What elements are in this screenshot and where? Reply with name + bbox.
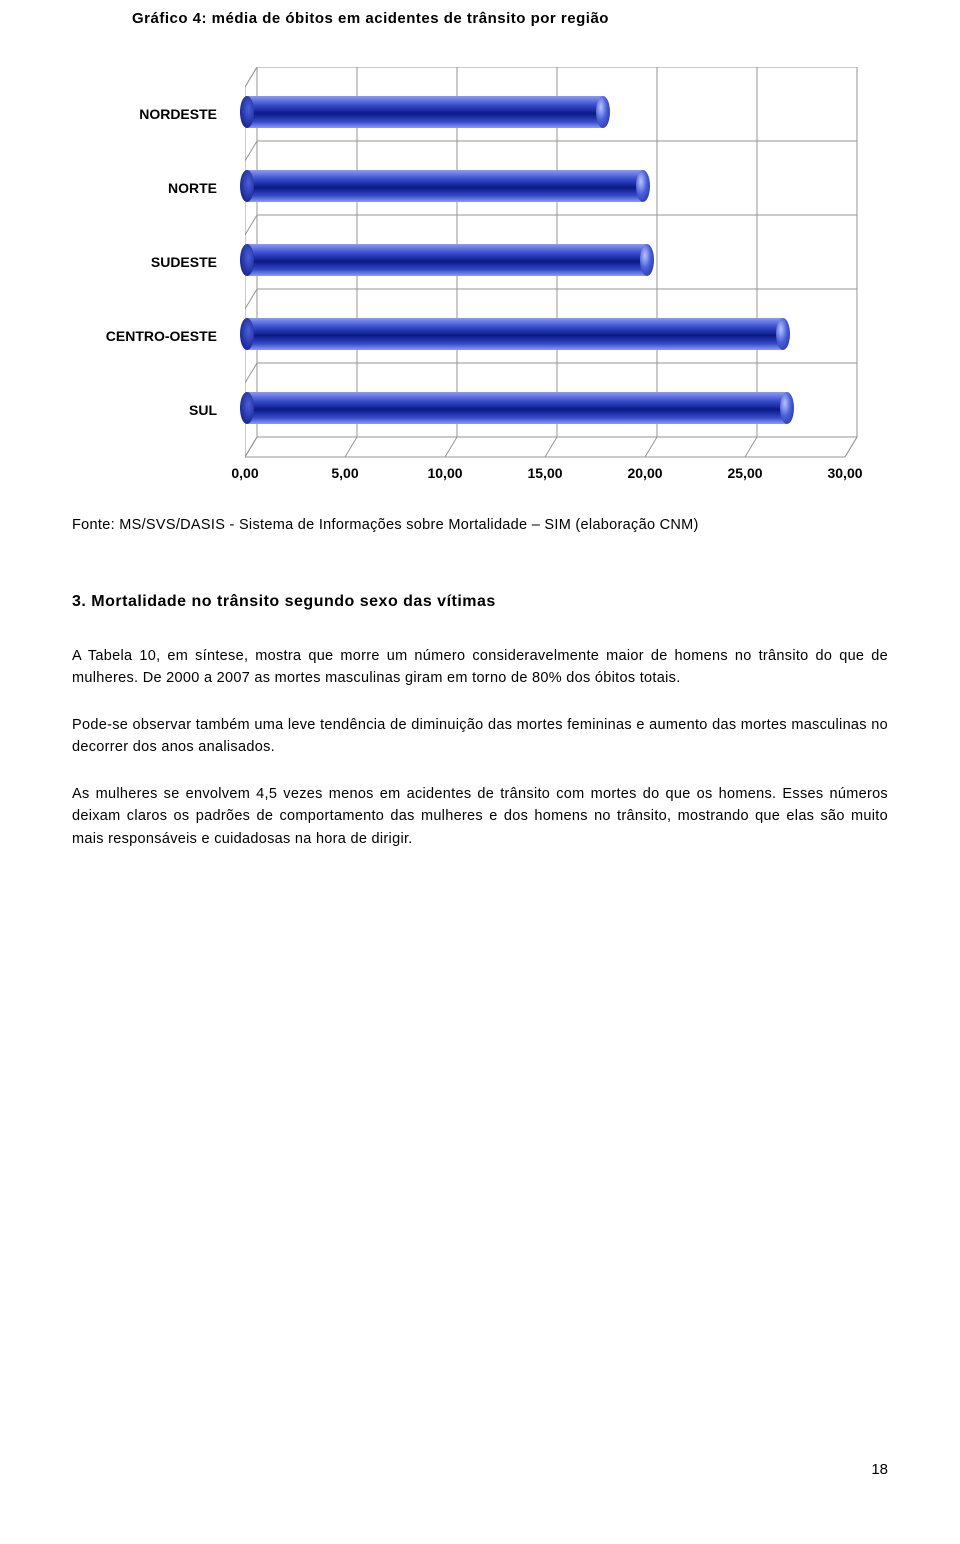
chart-bar-cap [636,170,650,202]
chart-bar-cap [640,244,654,276]
chart-bar-base [240,170,254,202]
x-axis-tick-label: 25,00 [727,465,762,481]
x-axis-tick-label: 10,00 [427,465,462,481]
x-axis-tick-label: 15,00 [527,465,562,481]
section-heading: 3. Mortalidade no trânsito segundo sexo … [72,593,888,611]
body-paragraph: A Tabela 10, em síntese, mostra que morr… [72,645,888,690]
chart-bar-cap [780,392,794,424]
body-paragraph: Pode-se observar também uma leve tendênc… [72,714,888,759]
y-axis-category-label: SUDESTE [77,254,217,270]
x-axis-tick-label: 30,00 [827,465,862,481]
y-axis-category-label: CENTRO-OESTE [77,328,217,344]
chart-bar-cap [776,318,790,350]
chart-bar [247,96,603,128]
y-axis-category-label: NORTE [77,180,217,196]
chart-bar [247,170,643,202]
chart-bar [247,244,647,276]
chart-plot: 0,005,0010,0015,0020,0025,0030,00NORDEST… [245,67,845,457]
x-axis-tick-label: 0,00 [231,465,258,481]
chart-bar [247,318,783,350]
y-axis-category-label: SUL [77,402,217,418]
chart-source: Fonte: MS/SVS/DASIS - Sistema de Informa… [72,517,888,533]
chart-bar-base [240,96,254,128]
x-axis-tick-label: 5,00 [331,465,358,481]
x-axis-tick-label: 20,00 [627,465,662,481]
body-paragraph: As mulheres se envolvem 4,5 vezes menos … [72,783,888,850]
chart-bar-base [240,392,254,424]
chart-area: 0,005,0010,0015,0020,0025,0030,00NORDEST… [95,67,865,507]
y-axis-category-label: NORDESTE [77,106,217,122]
page-number: 18 [871,1461,888,1478]
chart-bar-cap [596,96,610,128]
chart-bar-base [240,244,254,276]
chart-title: Gráfico 4: média de óbitos em acidentes … [72,10,888,27]
chart-bar [247,392,787,424]
chart-bar-base [240,318,254,350]
